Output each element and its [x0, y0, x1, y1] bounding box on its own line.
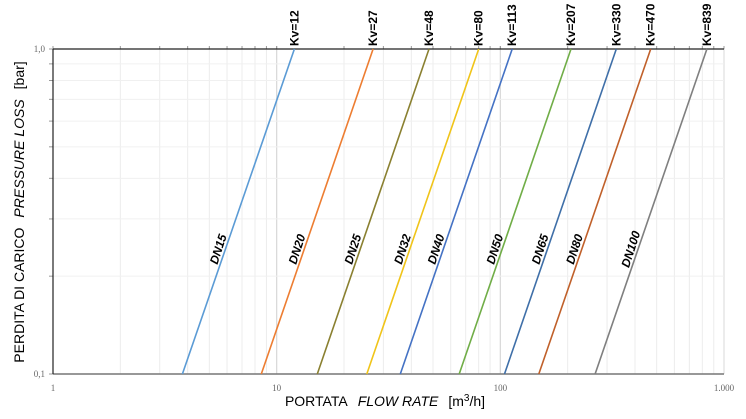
kv-label: Kv=80 — [472, 10, 486, 46]
x-tick-label: 1.000 — [714, 383, 735, 393]
y-tick-label: 0,1 — [34, 369, 45, 379]
kv-label: Kv=330 — [609, 3, 623, 46]
series-line-dn40 — [399, 48, 513, 375]
series-labels: Kv=12DN15Kv=27DN20Kv=48DN25Kv=80DN32Kv=1… — [207, 3, 714, 269]
kv-label: Kv=27 — [366, 10, 380, 46]
y-axis-title-main: PERDITA DI CARICO — [11, 227, 27, 362]
series-lines — [181, 48, 708, 375]
x-tick-label: 10 — [272, 383, 282, 393]
x-axis-unit-suffix: /h] — [469, 393, 485, 409]
dn-label: DN15 — [207, 232, 230, 266]
series-line-dn25 — [316, 48, 430, 375]
kv-label: Kv=207 — [564, 3, 578, 46]
kv-label: Kv=470 — [644, 3, 658, 46]
series-line-dn80 — [538, 48, 652, 375]
y-tick-label: 1,0 — [34, 44, 46, 54]
kv-label: Kv=12 — [287, 10, 301, 46]
series-line-dn32 — [366, 48, 480, 375]
x-axis-title: PORTATA FLOW RATE [m3/h] — [285, 393, 485, 409]
series-line-dn65 — [503, 48, 618, 375]
x-axis-title-italic: FLOW RATE — [358, 393, 439, 409]
kv-label: Kv=839 — [700, 3, 714, 46]
series-line-dn20 — [260, 48, 374, 375]
y-axis-title: PERDITA DI CARICO PRESSURE LOSS [bar] — [11, 61, 27, 362]
tick-labels: 1 10 100 1.000 0,1 1,0 — [34, 44, 735, 393]
grid — [49, 46, 725, 375]
y-axis-title-italic: PRESSURE LOSS — [11, 99, 27, 218]
y-axis-unit: [bar] — [11, 61, 27, 89]
kv-label: Kv=113 — [505, 4, 519, 46]
x-tick-label: 1 — [51, 383, 56, 393]
svg-text:PERDITA DI CARICOPRESSURE LOSS: PERDITA DI CARICO PRESSURE LOSS [bar] — [11, 61, 27, 362]
series-line-dn15 — [181, 48, 296, 375]
series-line-dn100 — [594, 48, 708, 375]
x-axis-title-main: PORTATA — [285, 393, 348, 409]
x-tick-label: 100 — [494, 383, 508, 393]
x-axis-unit-sup: 3 — [464, 393, 470, 404]
x-axis-unit-prefix: [m — [448, 393, 464, 409]
dn-label: DN100 — [618, 229, 643, 269]
kv-label: Kv=48 — [422, 10, 436, 46]
series-line-dn50 — [458, 48, 572, 375]
